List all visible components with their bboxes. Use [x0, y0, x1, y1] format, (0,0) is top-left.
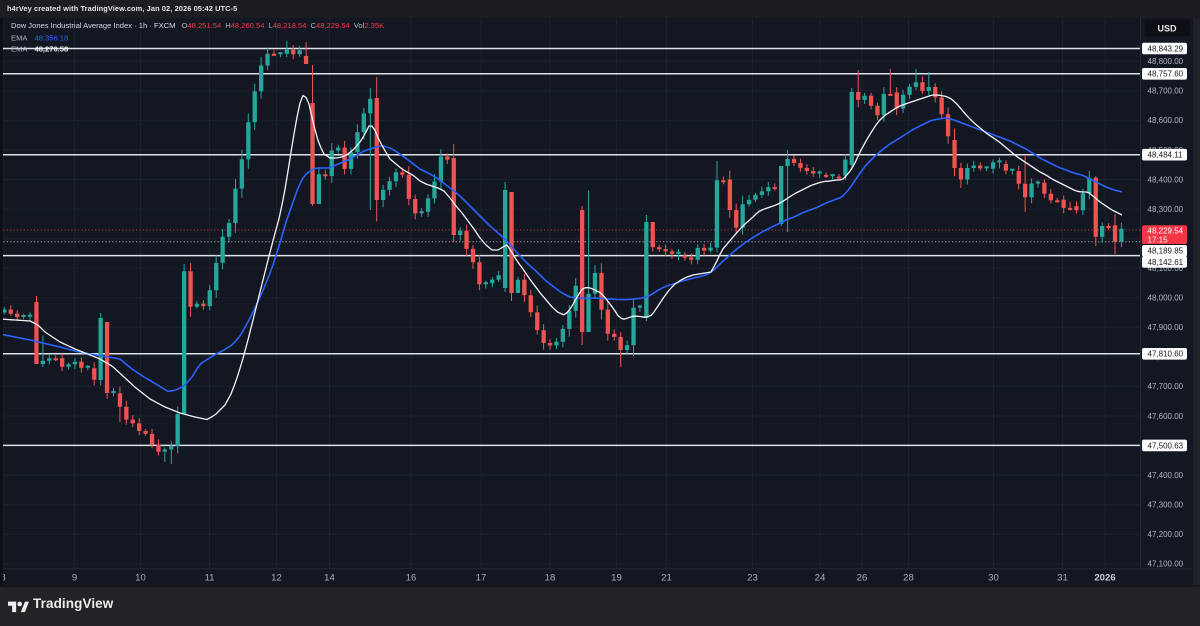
- svg-text:47,700.00: 47,700.00: [1148, 382, 1184, 391]
- svg-text:48,600.00: 48,600.00: [1148, 116, 1184, 125]
- svg-text:47,100.00: 47,100.00: [1148, 560, 1184, 569]
- svg-text:47,400.00: 47,400.00: [1148, 471, 1184, 480]
- svg-text:24: 24: [815, 573, 826, 584]
- svg-text:48,000.00: 48,000.00: [1148, 294, 1184, 303]
- svg-text:19: 19: [611, 573, 622, 584]
- svg-text:48,700.00: 48,700.00: [1148, 87, 1184, 96]
- svg-text:48,843.29: 48,843.29: [1148, 44, 1184, 53]
- svg-text:31: 31: [1057, 573, 1068, 584]
- svg-text:14: 14: [324, 573, 335, 584]
- svg-text:47,900.00: 47,900.00: [1148, 323, 1184, 332]
- svg-text:2026: 2026: [1094, 573, 1115, 584]
- svg-text:47,500.63: 47,500.63: [1148, 441, 1184, 450]
- svg-text:47,200.00: 47,200.00: [1148, 530, 1184, 539]
- svg-text:17:15: 17:15: [1148, 235, 1169, 244]
- svg-text:28: 28: [903, 573, 914, 584]
- svg-text:10: 10: [135, 573, 146, 584]
- svg-text:48,757.60: 48,757.60: [1148, 70, 1184, 79]
- svg-text:21: 21: [661, 573, 672, 584]
- svg-text:48,229.54: 48,229.54: [1148, 226, 1184, 235]
- svg-text:11: 11: [205, 573, 215, 584]
- svg-text:17: 17: [476, 573, 487, 584]
- svg-text:48,300.00: 48,300.00: [1148, 205, 1184, 214]
- svg-text:30: 30: [988, 573, 999, 584]
- svg-text:Dow Jones Industrial Average I: Dow Jones Industrial Average Index · 1h …: [11, 21, 384, 30]
- svg-text:48,189.85: 48,189.85: [1148, 247, 1184, 256]
- svg-text:USD: USD: [1157, 23, 1177, 33]
- svg-text:8: 8: [0, 573, 5, 584]
- svg-text:23: 23: [747, 573, 758, 584]
- svg-text:47,300.00: 47,300.00: [1148, 501, 1184, 510]
- svg-text:48,142.61: 48,142.61: [1148, 258, 1184, 267]
- svg-text:18: 18: [545, 573, 556, 584]
- svg-text:47,810.60: 47,810.60: [1148, 350, 1184, 359]
- svg-text:12: 12: [271, 573, 282, 584]
- svg-text:9: 9: [72, 573, 77, 584]
- svg-text:16: 16: [406, 573, 417, 584]
- svg-text:48,800.00: 48,800.00: [1148, 57, 1184, 66]
- svg-text:48,400.00: 48,400.00: [1148, 175, 1184, 184]
- svg-text:26: 26: [857, 573, 868, 584]
- svg-text:48,484.11: 48,484.11: [1148, 151, 1184, 160]
- svg-text:48,100.00: 48,100.00: [1148, 264, 1184, 273]
- svg-text:47,600.00: 47,600.00: [1148, 412, 1184, 421]
